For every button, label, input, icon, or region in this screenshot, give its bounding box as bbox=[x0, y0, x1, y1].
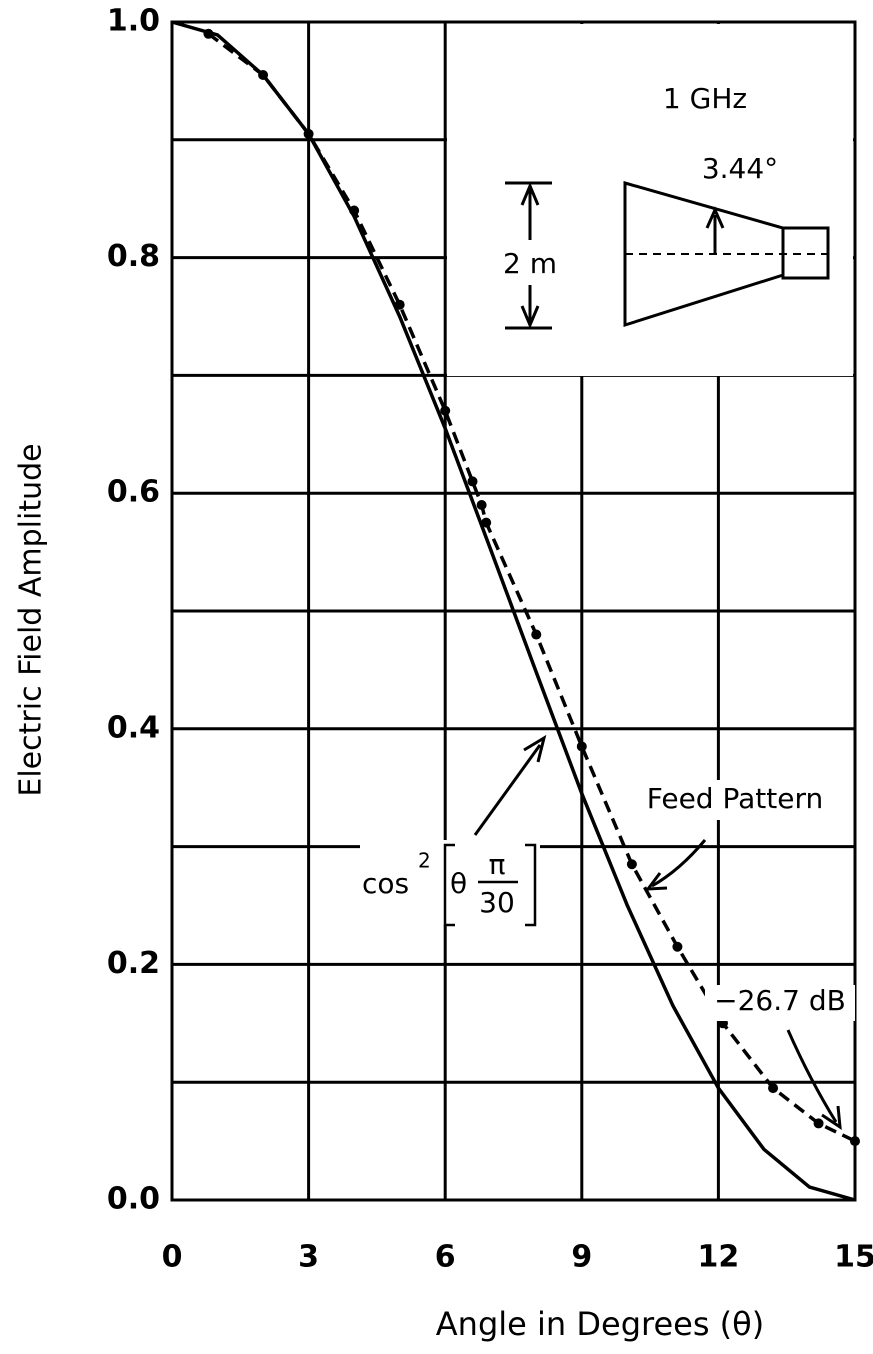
formula-brackets bbox=[443, 843, 537, 927]
data-point bbox=[303, 128, 314, 139]
plot-frame bbox=[170, 20, 857, 1202]
arrow bbox=[473, 744, 542, 836]
x-tick-label: 3 bbox=[298, 1240, 319, 1275]
formula-exponent: 2 bbox=[418, 849, 431, 873]
y-axis-label: Electric Field Amplitude bbox=[14, 443, 49, 796]
edge-label: −26.7 dB bbox=[714, 984, 846, 1017]
arrowhead bbox=[520, 305, 540, 329]
y-tick-label: 1.0 bbox=[107, 4, 160, 39]
x-axis-label: Angle in Degrees (θ) bbox=[436, 1305, 764, 1343]
data-point bbox=[672, 941, 683, 952]
arrow bbox=[786, 1029, 838, 1123]
feed-label: Feed Pattern bbox=[647, 782, 823, 815]
data-point bbox=[813, 1118, 824, 1129]
data-point bbox=[768, 1083, 779, 1094]
inset-background bbox=[447, 24, 853, 376]
data-point bbox=[476, 499, 487, 510]
x-tick-label: 9 bbox=[571, 1240, 592, 1275]
arrowhead bbox=[523, 734, 547, 763]
arrowhead bbox=[705, 206, 725, 229]
formula-denominator: 30 bbox=[479, 886, 515, 919]
y-tick-label: 0.2 bbox=[107, 946, 160, 981]
formula-base: cos bbox=[362, 867, 409, 900]
x-tick-label: 15 bbox=[834, 1240, 873, 1275]
horn-diagram bbox=[505, 181, 830, 330]
aperture-label: 2 m bbox=[503, 247, 557, 280]
data-point bbox=[626, 859, 637, 870]
label-background bbox=[630, 780, 840, 820]
frequency-label: 1 GHz bbox=[663, 82, 747, 115]
data-point bbox=[394, 299, 405, 310]
arrow bbox=[651, 839, 707, 888]
x-tick-label: 12 bbox=[698, 1240, 740, 1275]
data-point bbox=[467, 476, 478, 487]
arrowhead bbox=[520, 182, 540, 206]
x-tick-label: 6 bbox=[435, 1240, 456, 1275]
data-point bbox=[481, 517, 492, 528]
angle-label: 3.44° bbox=[702, 152, 778, 185]
data-point bbox=[203, 28, 214, 39]
data-point bbox=[258, 70, 269, 81]
y-tick-label: 0.4 bbox=[107, 710, 160, 745]
y-tick-label: 0.0 bbox=[107, 1182, 160, 1217]
y-tick-label: 0.8 bbox=[107, 239, 160, 274]
data-point bbox=[349, 205, 360, 216]
formula-argument: θ bbox=[450, 867, 467, 900]
arrowhead bbox=[644, 872, 668, 891]
formula: cos 2 θ π 30 bbox=[362, 843, 537, 927]
x-tick-label: 0 bbox=[162, 1240, 183, 1275]
data-point bbox=[531, 629, 542, 640]
marks bbox=[171, 20, 860, 1202]
arrowhead bbox=[821, 1105, 842, 1130]
y-tick-label: 0.6 bbox=[107, 475, 160, 510]
formula-numerator: π bbox=[489, 848, 506, 881]
data-point bbox=[440, 405, 451, 416]
data-point bbox=[576, 741, 587, 752]
label-background bbox=[705, 985, 855, 1021]
annotation-arrows bbox=[473, 734, 842, 1130]
